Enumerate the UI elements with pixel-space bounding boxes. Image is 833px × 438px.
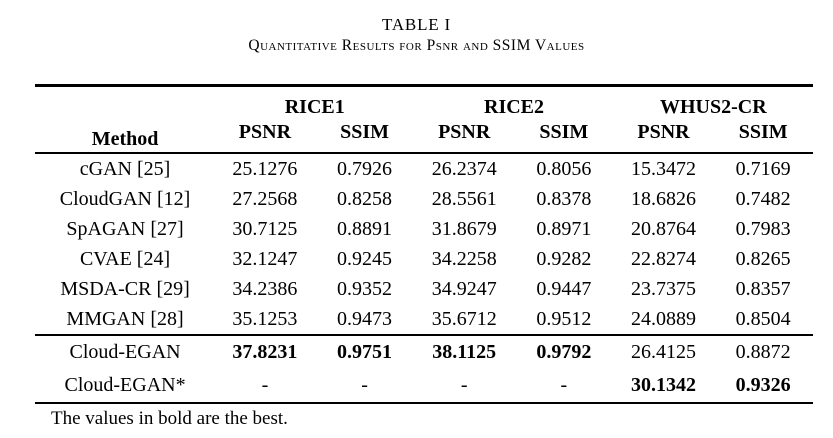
table-row: CVAE [24] 32.1247 0.9245 34.2258 0.9282 … [35, 244, 813, 274]
cell-value: 0.8258 [337, 187, 393, 210]
cell-value: 0.7983 [735, 217, 791, 240]
group-header-whus2-cr: WHUS2-CR [660, 96, 767, 118]
col-header-rice1-ssim: SSIM [340, 121, 389, 143]
cell-value: 23.7375 [630, 277, 696, 300]
cell-value: 0.7482 [735, 187, 791, 210]
cell-value: 0.8504 [735, 307, 791, 330]
cell-value: 0.8378 [536, 187, 592, 210]
table-row: cGAN [25] 25.1276 0.7926 26.2374 0.8056 … [35, 153, 813, 184]
table-header: Method RICE1 RICE2 WHUS2-CR PSNR SSIM PS… [35, 86, 813, 153]
cell-value: 0.8872 [735, 341, 791, 363]
table-caption: TABLE I Quantitative Results for Psnr an… [0, 0, 833, 56]
col-header-rice2-psnr: PSNR [438, 121, 491, 143]
cell-value: 38.1125 [432, 341, 497, 363]
table-row: Cloud-EGAN 37.8231 0.9751 38.1125 0.9792… [35, 335, 813, 369]
col-header-rice2-ssim: SSIM [539, 121, 589, 143]
cell-method: Cloud-EGAN [69, 341, 181, 363]
cell-value: 32.1247 [232, 247, 298, 270]
cell-value: 0.9282 [536, 247, 592, 270]
cell-value: 34.2386 [232, 277, 298, 300]
cell-value: 0.8971 [536, 217, 592, 240]
table-subtitle: Quantitative Results for Psnr and SSIM V… [248, 37, 585, 54]
cell-value: - [361, 374, 368, 396]
cell-value: 0.9792 [536, 341, 592, 363]
table-footnote: The values in bold are the best. [51, 408, 288, 429]
group-header-rice2: RICE2 [484, 96, 545, 118]
metric-header-row: PSNR SSIM PSNR SSIM PSNR SSIM [35, 120, 813, 153]
cell-value: 31.8679 [431, 217, 497, 240]
cell-value: 0.8357 [735, 277, 791, 300]
table-row: SpAGAN [27] 30.7125 0.8891 31.8679 0.897… [35, 214, 813, 244]
cell-value: 26.4125 [630, 341, 696, 363]
col-header-whus2-psnr: PSNR [637, 121, 690, 143]
cell-method: MSDA-CR [29] [60, 277, 190, 300]
cell-method: Cloud-EGAN* [64, 374, 186, 396]
table-row: Cloud-EGAN* - - - - 30.1342 0.9326 [35, 369, 813, 403]
col-header-whus2-ssim: SSIM [738, 121, 788, 143]
cell-value: 26.2374 [431, 157, 497, 180]
cell-method: CVAE [24] [79, 247, 171, 270]
cell-value: 0.9473 [337, 307, 393, 330]
cell-value: 30.1342 [630, 374, 696, 396]
group-header-rice1: RICE1 [284, 96, 345, 118]
cell-value: - [560, 374, 568, 396]
cell-method: cGAN [25] [79, 157, 171, 180]
cell-value: 35.6712 [431, 307, 497, 330]
cell-value: 28.5561 [431, 187, 497, 210]
cell-value: 22.8274 [630, 247, 696, 270]
table-row: MSDA-CR [29] 34.2386 0.9352 34.9247 0.94… [35, 274, 813, 304]
cell-method: MMGAN [28] [66, 307, 184, 330]
cell-value: - [261, 374, 269, 396]
cell-method: SpAGAN [27] [66, 217, 184, 240]
cell-value: 18.6826 [630, 187, 696, 210]
cell-value: 24.0889 [630, 307, 696, 330]
table-row: MMGAN [28] 35.1253 0.9473 35.6712 0.9512… [35, 304, 813, 335]
cell-value: 34.2258 [431, 247, 497, 270]
cell-value: 0.8891 [337, 217, 393, 240]
cell-value: 0.7926 [337, 157, 393, 180]
cell-value: 37.8231 [232, 341, 298, 363]
cell-value: 0.9751 [337, 341, 393, 363]
proposed-method-rows: Cloud-EGAN 37.8231 0.9751 38.1125 0.9792… [35, 335, 813, 403]
cell-value: 0.9326 [735, 374, 791, 396]
cell-value: 15.3472 [630, 157, 696, 180]
cell-value: 25.1276 [232, 157, 298, 180]
cell-value: 0.9447 [536, 277, 592, 300]
cell-method: CloudGAN [12] [59, 187, 191, 210]
cell-value: 0.8265 [735, 247, 791, 270]
cell-value: 0.7169 [735, 157, 791, 180]
col-header-rice1-psnr: PSNR [238, 121, 292, 143]
cell-value: 30.7125 [232, 217, 298, 240]
cell-value: 0.8056 [536, 157, 592, 180]
cell-value: - [460, 374, 468, 396]
cell-value: 27.2568 [232, 187, 298, 210]
cell-value: 0.9245 [337, 247, 393, 270]
cell-value: 34.9247 [431, 277, 497, 300]
cell-value: 35.1253 [232, 307, 298, 330]
col-header-method: Method [91, 128, 159, 150]
cell-value: 20.8764 [630, 217, 696, 240]
cell-value: 0.9512 [536, 307, 592, 330]
cell-value: 0.9352 [337, 277, 393, 300]
results-table: Method RICE1 RICE2 WHUS2-CR PSNR SSIM PS… [35, 84, 813, 404]
baseline-rows: cGAN [25] 25.1276 0.7926 26.2374 0.8056 … [35, 153, 813, 335]
table-title: TABLE I [382, 15, 451, 34]
group-header-row: Method RICE1 RICE2 WHUS2-CR [35, 86, 813, 150]
table-row: CloudGAN [12] 27.2568 0.8258 28.5561 0.8… [35, 184, 813, 214]
